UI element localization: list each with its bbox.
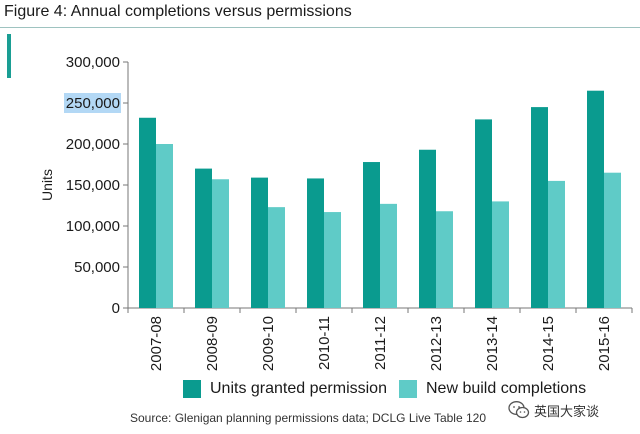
legend-label-completions: New build completions (426, 380, 587, 397)
bar-permission (251, 177, 268, 308)
accent-bar (7, 34, 11, 78)
title-rule (0, 27, 640, 28)
watermark-text: 英国大家谈 (534, 403, 600, 419)
y-tick-label: 0 (112, 300, 120, 317)
bar-completions (268, 207, 285, 308)
bar-chart: 0 50,000 100,000 150,000 200,000 250,000 300,0… (39, 54, 633, 371)
bar-permission (587, 90, 604, 308)
x-tick-label: 2009-10 (260, 316, 277, 371)
y-tick-label: 250,000 (66, 95, 120, 112)
bar-completions (380, 203, 397, 308)
bar-permission (363, 162, 380, 308)
bar-permission (307, 178, 324, 308)
legend-swatch-completions (399, 380, 417, 398)
x-tick-label: 2010-11 (316, 316, 333, 370)
x-tick-label: 2011-12 (372, 316, 389, 370)
y-axis-title: Units (39, 169, 55, 201)
x-tick-label: 2012-13 (428, 316, 445, 371)
legend-item-completions: New build completions (399, 380, 586, 398)
source-note: Source: Glenigan planning permissions da… (130, 411, 486, 425)
y-tick-label: 100,000 (66, 218, 120, 235)
bar-completions (324, 212, 341, 308)
y-tick-label: 150,000 (66, 177, 120, 194)
bar-completions (548, 180, 565, 308)
x-tick-label: 2015-16 (596, 316, 613, 371)
bar-completions (156, 144, 173, 308)
bar-completions (436, 211, 453, 308)
bar-permission (475, 119, 492, 309)
y-tick-label: 50,000 (74, 259, 120, 276)
legend-label-permission: Units granted permission (210, 380, 387, 397)
x-tick-label: 2007-08 (148, 316, 165, 371)
bar-completions (604, 172, 621, 308)
x-tick-label: 2013-14 (484, 316, 501, 371)
x-tick-label: 2008-09 (204, 316, 221, 371)
y-tick-label: 200,000 (66, 136, 120, 153)
legend-swatch-permission (183, 380, 201, 398)
figure-title: Figure 4: Annual completions versus perm… (4, 3, 352, 20)
tick-highlight (64, 93, 121, 113)
bar-completions (492, 201, 509, 308)
y-tick-label: 300,000 (66, 54, 120, 71)
wechat-icon (508, 401, 530, 419)
bar-completions (212, 179, 229, 308)
bar-permission (195, 168, 212, 308)
legend-item-permission: Units granted permission (183, 380, 387, 398)
bar-permission (139, 117, 156, 308)
bar-permission (419, 149, 436, 308)
bar-permission (531, 107, 548, 308)
x-tick-label: 2014-15 (540, 316, 557, 371)
watermark: 英国大家谈 (508, 398, 599, 422)
